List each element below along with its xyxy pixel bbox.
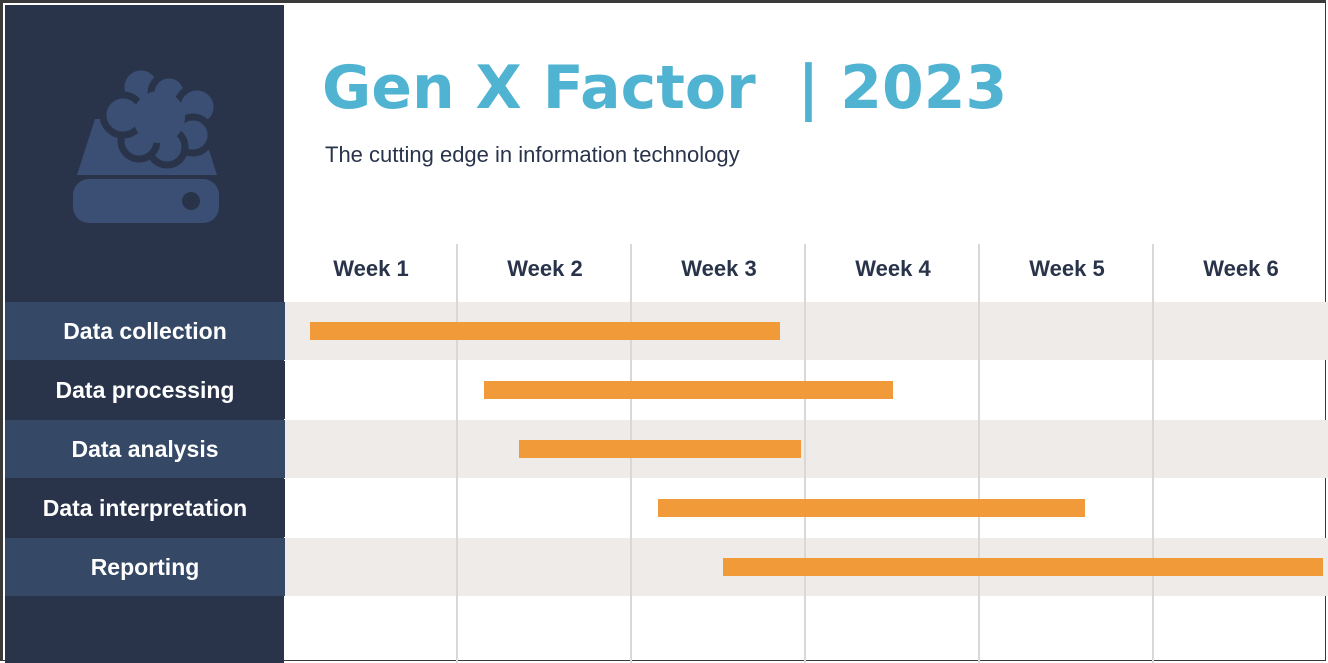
task-label: Data collection: [5, 302, 285, 360]
task-bar: [519, 440, 802, 458]
week-gridline: [804, 244, 806, 663]
task-bar: [722, 558, 1324, 576]
task-label: Data processing: [5, 361, 285, 419]
page-title: Gen X Factor | 2023: [322, 53, 1008, 123]
week-label: Week 1: [333, 256, 409, 281]
week-gridline: [456, 244, 458, 663]
task-label: Data interpretation: [5, 479, 285, 537]
week-label: Week 5: [1029, 256, 1105, 281]
week-label: Week 6: [1203, 256, 1279, 281]
week-label: Week 4: [855, 256, 931, 281]
task-label: Reporting: [5, 538, 285, 596]
cloud-storage-icon: [73, 63, 221, 223]
week-gridline: [1152, 244, 1154, 663]
task-bar: [658, 499, 1085, 517]
week-gridline: [978, 244, 980, 663]
task-bar: [310, 322, 781, 340]
row-band: [284, 420, 1328, 478]
week-label: Week 3: [681, 256, 757, 281]
task-bar: [484, 381, 894, 399]
task-label: Data analysis: [5, 420, 285, 478]
page-subtitle: The cutting edge in information technolo…: [325, 142, 740, 167]
week-label: Week 2: [507, 256, 583, 281]
